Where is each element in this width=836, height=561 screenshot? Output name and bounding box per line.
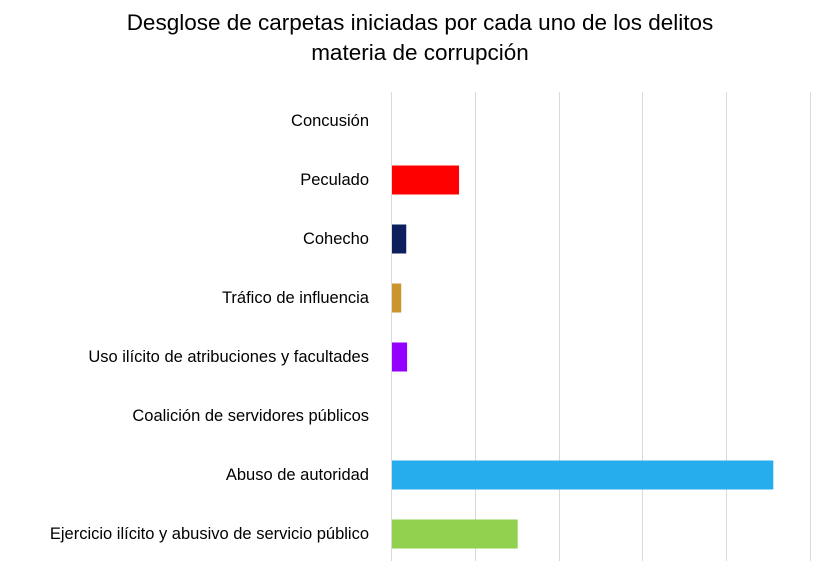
bar-6 (392, 460, 774, 490)
category-label-7: Ejercicio ilícito y abusivo de servicio … (50, 525, 369, 543)
bar-3 (392, 283, 402, 313)
bar-2 (392, 224, 407, 254)
chart-title-line-1: Desglose de carpetas iniciadas por cada … (126, 10, 714, 35)
chart-title-line-2: materia de corrupción (311, 40, 529, 65)
bars (392, 165, 774, 549)
chart-title: Desglose de carpetas iniciadas por cada … (0, 8, 836, 68)
category-label-1: Peculado (300, 171, 369, 189)
gridlines (391, 92, 811, 561)
category-label-6: Abuso de autoridad (226, 466, 369, 484)
category-labels: Concusión Peculado Cohecho Tráfico de influ… (50, 112, 370, 543)
bar-7 (392, 519, 518, 549)
category-label-4: Uso ilícito de atribuciones y facultades (88, 348, 369, 366)
bar-4 (392, 342, 408, 372)
category-label-5: Coalición de servidores públicos (132, 407, 369, 425)
bar-1 (392, 165, 460, 195)
category-label-3: Tráfico de influencia (222, 289, 370, 307)
category-label-2: Cohecho (303, 230, 369, 248)
category-label-0: Concusión (291, 112, 369, 130)
